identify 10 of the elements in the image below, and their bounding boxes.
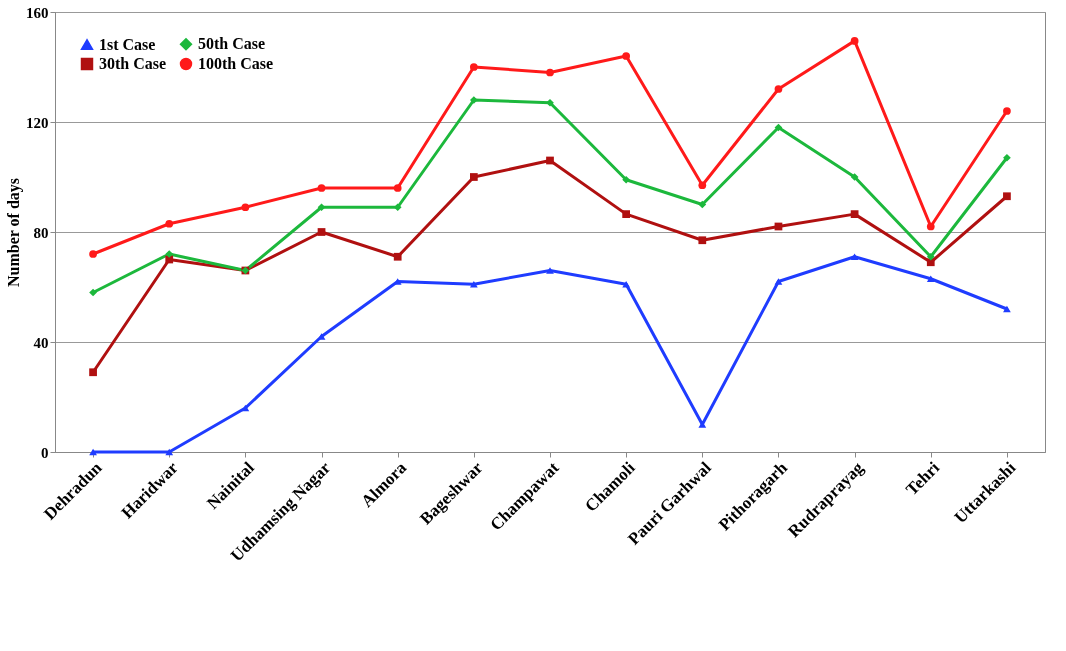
legend-label: 30th Case bbox=[99, 55, 167, 72]
legend-label: 50th Case bbox=[198, 35, 266, 53]
legend-label: 100th Case bbox=[198, 55, 274, 72]
legend-label: 1st Case bbox=[99, 35, 156, 53]
y-tick-label: 160 bbox=[26, 4, 49, 21]
y-tick-label: 80 bbox=[33, 224, 49, 241]
y-axis-title: Number of days bbox=[5, 177, 23, 288]
y-tick-label: 40 bbox=[33, 334, 49, 351]
y-tick-label: 0 bbox=[41, 444, 49, 461]
y-tick-label: 120 bbox=[26, 114, 49, 131]
